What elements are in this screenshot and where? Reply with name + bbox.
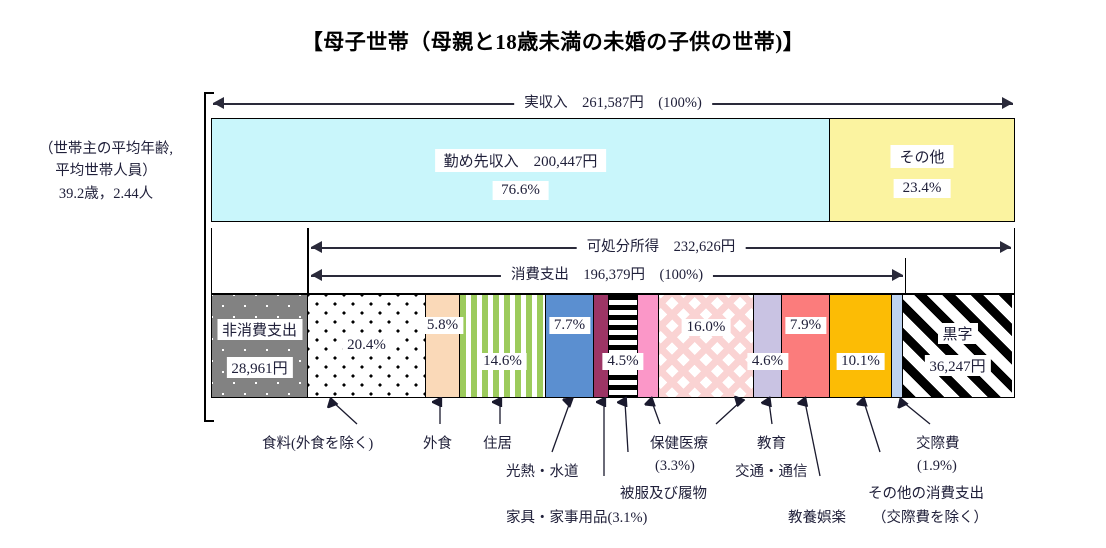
expenditure-segment-surplus[interactable]: 黒字 36,247円 (903, 295, 1012, 397)
nonconsumption-label: 非消費支出 (216, 319, 303, 340)
education-pct: 4.6% (746, 353, 789, 370)
other-income-label: その他 (890, 145, 954, 168)
expenditure-segment-social[interactable] (892, 295, 903, 397)
nonconsumption-divider (307, 228, 309, 294)
callout-furniture: 家具・家事用品(3.1%) (506, 510, 648, 526)
expenditure-segment-housing[interactable]: 14.6% (460, 295, 546, 397)
expenditure-bar: 非消費支出 28,961円 20.4% 5.8% 14.6% 7.7% 4.5%… (211, 294, 1015, 398)
transport-pct: 16.0% (681, 319, 731, 336)
callout-food: 食料(外食を除く) (262, 436, 374, 452)
callout-education: 教育 (757, 436, 786, 452)
consumption-expenditure-caption: 消費支出 196,379円 (100%) (500, 263, 714, 284)
surplus-label: 黒字 (937, 323, 978, 344)
expenditure-segment-eating-out[interactable]: 5.8% (421, 295, 464, 397)
callout-social-line-1: 交際費 (916, 436, 960, 452)
income-segment-employment[interactable]: 勤め先収入 200,447円 76.6% (212, 119, 829, 221)
total-income-arrow: 実収入 261,587円 (100%) (213, 91, 1013, 114)
page-title: 【母子世帯（母親と18歳未満の未婚の子供の世帯)】 (301, 30, 805, 54)
food-pct: 20.4% (342, 337, 391, 354)
expenditure-segment-education[interactable]: 4.6% (746, 295, 789, 397)
expenditure-segment-transport[interactable]: 16.0% (659, 295, 754, 397)
housing-pct: 14.6% (478, 353, 527, 370)
clothing-pct: 4.5% (602, 353, 644, 370)
employment-income-label: 勤め先収入 200,447円 (434, 149, 607, 172)
household-note-line-1: （世帯主の平均年齢, (38, 141, 174, 157)
disposable-income-arrow: 可処分所得 232,626円 (311, 235, 1011, 258)
disposable-income-caption: 可処分所得 232,626円 (576, 235, 746, 256)
income-bar: 勤め先収入 200,447円 76.6% その他 23.4% (211, 118, 1015, 222)
expenditure-segment-culture[interactable]: 7.9% (782, 295, 830, 397)
left-bracket (204, 92, 216, 422)
total-income-caption: 実収入 261,587円 (100%) (514, 91, 712, 112)
culture-pct: 7.9% (784, 317, 827, 334)
expenditure-segment-utilities[interactable]: 7.7% (546, 295, 594, 397)
callout-medical-line-1: 保健医療 (650, 436, 708, 452)
callout-other-exp-line-2: （交際費を除く） (872, 510, 988, 526)
expenditure-segment-furniture[interactable] (594, 295, 609, 397)
expenditure-segment-medical[interactable] (638, 295, 659, 397)
utilities-pct: 7.7% (548, 317, 591, 334)
callout-other-exp-line-1: その他の消費支出 (868, 486, 984, 502)
household-note-line-3: 39.2歳，2.44人 (58, 185, 154, 202)
callout-culture: 教養娯楽 (788, 510, 846, 526)
other-income-pct: 23.4% (893, 179, 951, 198)
callout-eating-out: 外食 (423, 436, 452, 452)
other-consumption-pct: 10.1% (836, 353, 885, 370)
expenditure-segment-food[interactable]: 20.4% (308, 295, 426, 397)
household-note-line-2: 平均世帯人員） (55, 163, 157, 180)
callout-social-line-2: (1.9%) (917, 458, 957, 474)
surplus-value: 36,247円 (924, 355, 991, 376)
consumption-end-divider (905, 258, 907, 294)
expenditure-segment-other-consumption[interactable]: 10.1% (830, 295, 892, 397)
callout-transport: 交通・通信 (735, 464, 808, 480)
consumption-expenditure-arrow: 消費支出 196,379円 (100%) (311, 263, 903, 286)
eating-out-pct: 5.8% (421, 317, 464, 334)
callout-utilities: 光熱・水道 (506, 464, 579, 480)
household-average-note: （世帯主の平均年齢, 平均世帯人員） 39.2歳，2.44人 (8, 138, 204, 205)
income-segment-other[interactable]: その他 23.4% (829, 119, 1014, 221)
callout-medical-line-2: (3.3%) (655, 458, 695, 474)
middle-arrows-panel (211, 228, 1015, 294)
expenditure-segment-clothing[interactable]: 4.5% (602, 295, 644, 397)
callout-housing: 住居 (483, 436, 512, 452)
expenditure-segment-nonconsumption[interactable]: 非消費支出 28,961円 (212, 295, 308, 397)
nonconsumption-value: 28,961円 (226, 357, 293, 378)
employment-income-pct: 76.6% (492, 181, 549, 200)
callout-clothing: 被服及び履物 (620, 486, 707, 502)
